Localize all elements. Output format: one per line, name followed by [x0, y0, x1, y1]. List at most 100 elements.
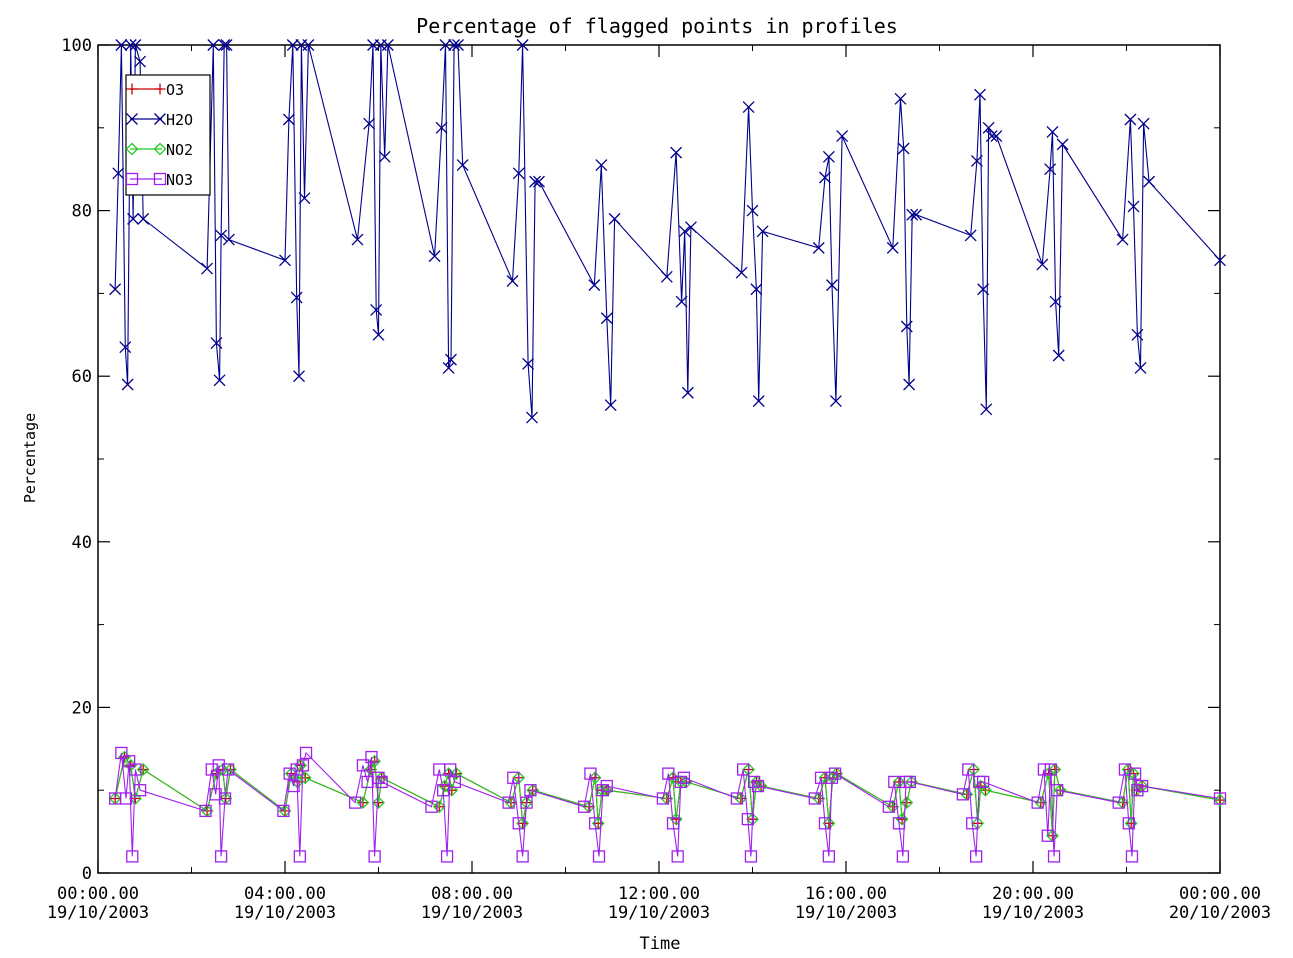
- data-point-no3: [299, 746, 313, 760]
- data-point-no3: [448, 775, 462, 789]
- data-point-h2o: [1131, 328, 1144, 341]
- x-tick-date-label: 20/10/2003: [1169, 903, 1271, 923]
- series-line-h2o: [114, 44, 1221, 418]
- series-line-no3: [114, 751, 1221, 857]
- x-tick-date-label: 19/10/2003: [47, 903, 149, 923]
- data-point-no2: [979, 783, 992, 797]
- data-point-no2: [449, 767, 463, 781]
- data-point-h2o: [750, 283, 763, 296]
- data-point-h2o: [897, 142, 910, 155]
- data-point-no3: [671, 850, 684, 863]
- data-point-no2: [298, 771, 312, 785]
- data-point-no3: [283, 767, 296, 780]
- data-point-h2o: [903, 378, 916, 391]
- y-tick-label: 100: [61, 36, 92, 56]
- data-point-h2o: [439, 39, 452, 51]
- data-point-no3: [293, 850, 306, 863]
- legend-marker-no2: [153, 142, 167, 156]
- data-point-h2o: [752, 395, 765, 407]
- y-axis-label: Percentage: [21, 413, 39, 503]
- data-point-no3: [199, 804, 212, 818]
- data-point-h2o: [220, 39, 233, 51]
- x-tick-time-label: 04:00.00: [244, 884, 326, 904]
- legend-box: [125, 74, 211, 196]
- data-point-h2o: [137, 212, 150, 225]
- data-point-no3: [440, 850, 454, 863]
- series-no3: [108, 746, 1227, 863]
- data-point-h2o: [435, 121, 448, 134]
- data-point-no2: [136, 763, 150, 776]
- data-point-h2o: [222, 233, 235, 246]
- data-point-no3: [737, 763, 750, 776]
- x-tick-date-label: 19/10/2003: [421, 903, 523, 923]
- data-point-no3: [882, 800, 896, 813]
- data-point-h2o: [588, 279, 601, 292]
- data-point-no3: [828, 767, 842, 780]
- data-point-h2o: [526, 411, 538, 424]
- data-point-no3: [444, 763, 457, 776]
- data-point-h2o: [600, 312, 613, 325]
- data-point-no3: [516, 850, 529, 863]
- data-point-h2o: [819, 171, 831, 184]
- data-point-h2o: [381, 39, 394, 51]
- data-point-h2o: [1049, 295, 1062, 308]
- data-point-no3: [290, 763, 303, 776]
- data-point-no3: [1037, 763, 1051, 776]
- data-point-h2o: [1036, 258, 1049, 271]
- x-tick-time-label: 08:00.00: [431, 884, 513, 904]
- x-tick-date-label: 19/10/2003: [234, 903, 336, 923]
- data-point-h2o: [977, 283, 990, 296]
- data-point-h2o: [302, 39, 315, 51]
- data-point-no3: [214, 850, 228, 863]
- data-point-h2o: [121, 378, 134, 391]
- data-point-h2o: [910, 208, 923, 221]
- data-point-no3: [212, 759, 225, 772]
- x-tick-time-label: 00:00.00: [57, 884, 139, 904]
- data-point-no3: [822, 850, 836, 863]
- legend-marker-o3: [154, 83, 166, 95]
- data-point-no3: [674, 775, 687, 789]
- data-point-h2o: [1052, 349, 1065, 362]
- data-point-h2o: [812, 241, 825, 254]
- data-point-h2o: [456, 159, 469, 172]
- data-point-no3: [1031, 796, 1044, 809]
- data-point-no3: [133, 784, 147, 797]
- data-point-h2o: [363, 117, 376, 130]
- chart-title: Percentage of flagged points in profiles: [416, 14, 898, 38]
- data-point-h2o: [1056, 138, 1069, 151]
- data-point-h2o: [756, 225, 769, 238]
- data-point-no3: [218, 792, 232, 805]
- data-point-h2o: [985, 130, 998, 143]
- data-point-no3: [962, 763, 975, 776]
- data-point-no3: [956, 788, 970, 801]
- data-point-h2o: [210, 337, 223, 350]
- data-point-no3: [287, 779, 300, 793]
- x-axis-label: Time: [640, 934, 681, 954]
- data-point-no3: [375, 775, 388, 789]
- data-point-no3: [129, 763, 142, 776]
- data-point-no3: [656, 792, 670, 805]
- data-point-h2o: [604, 399, 617, 412]
- legend-marker-no2: [125, 142, 139, 156]
- data-point-no3: [524, 784, 537, 797]
- data-point-h2o: [675, 295, 688, 308]
- data-point-no3: [662, 767, 675, 780]
- data-point-no3: [1044, 763, 1058, 776]
- data-point-h2o: [506, 275, 519, 287]
- data-point-h2o: [974, 88, 986, 101]
- data-point-no3: [209, 788, 222, 801]
- data-point-h2o: [378, 150, 391, 163]
- data-point-h2o: [684, 221, 697, 234]
- data-point-h2o: [1116, 233, 1129, 246]
- legend: O3 H2O NO2 NO3: [125, 74, 211, 196]
- data-point-h2o: [678, 225, 691, 238]
- data-point-no3: [1131, 784, 1144, 797]
- data-point-no3: [1047, 850, 1061, 863]
- data-point-no3: [115, 746, 128, 760]
- legend-marker-no3: [153, 172, 167, 186]
- data-point-h2o: [670, 146, 683, 159]
- data-point-no2: [356, 796, 370, 810]
- data-point-no3: [221, 763, 235, 776]
- x-tick-date-label: 19/10/2003: [795, 903, 897, 923]
- data-point-no3: [1125, 850, 1139, 863]
